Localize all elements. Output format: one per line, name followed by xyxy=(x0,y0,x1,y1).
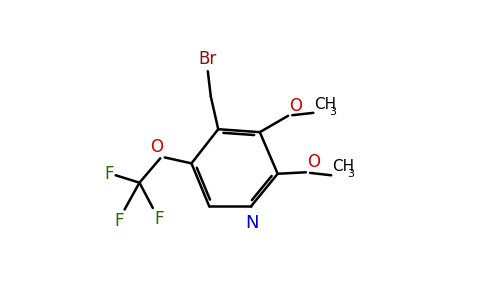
Text: F: F xyxy=(105,165,114,183)
Text: O: O xyxy=(307,153,320,171)
Text: F: F xyxy=(114,212,124,230)
Text: O: O xyxy=(150,138,163,156)
Text: CH: CH xyxy=(314,97,336,112)
Text: CH: CH xyxy=(332,159,354,174)
Text: F: F xyxy=(154,210,164,228)
Text: 3: 3 xyxy=(330,107,337,117)
Text: O: O xyxy=(289,97,302,115)
Text: 3: 3 xyxy=(348,169,354,179)
Text: Br: Br xyxy=(199,50,217,68)
Text: N: N xyxy=(246,214,259,232)
